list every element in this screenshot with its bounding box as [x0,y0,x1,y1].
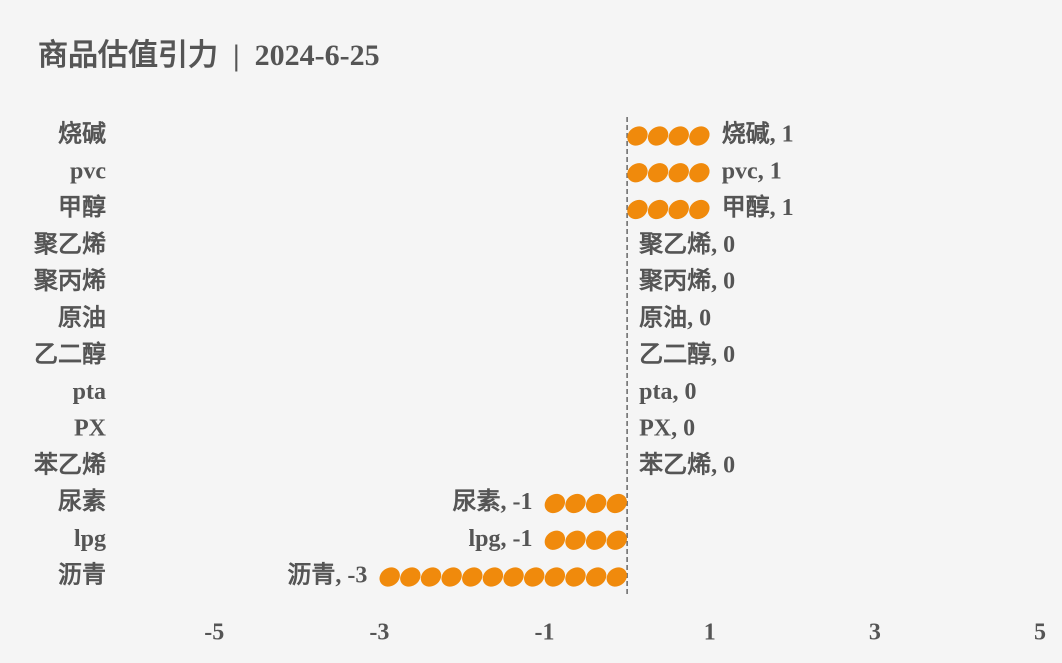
y-tick-label: 乙二醇 [34,340,106,368]
bar-symbol [420,567,442,587]
bar-symbol [689,126,710,146]
bar-symbol [524,567,545,587]
bar-symbol [544,567,566,587]
bar-symbols [544,530,627,550]
x-tick-label: -5 [204,620,224,646]
value-label: pvc, 1 [722,158,782,184]
x-tick-label: -3 [369,620,389,646]
bar-symbol [647,199,669,220]
bar-symbols [379,567,627,587]
value-label: 聚丙烯, 0 [638,267,735,295]
y-tick-label: 苯乙烯 [33,450,106,478]
bar-symbol [565,530,586,550]
value-label: 尿素, -1 [453,488,533,515]
bar-symbol [606,530,627,550]
y-tick-label: lpg [74,526,106,552]
y-tick-label: pta [73,379,106,405]
value-label: 乙二醇, 0 [639,340,735,368]
bar-symbol [462,567,483,587]
bar-symbol [689,199,710,220]
y-tick-label: 聚丙烯 [33,267,106,295]
bar-symbol [441,567,462,587]
bar-symbol [565,493,586,514]
y-tick-label: 原油 [58,304,106,331]
value-label: lpg, -1 [469,526,533,552]
value-label: 沥青, -3 [287,562,367,589]
value-label: 烧碱, 1 [722,121,794,148]
bar [627,126,710,146]
bar-symbol [647,163,669,183]
bar-symbol [627,199,648,220]
bar-symbol [585,530,607,550]
bar [544,530,627,550]
bar-symbols [627,126,710,146]
bar-symbol [627,126,648,146]
x-tick-label: -1 [535,620,555,646]
value-label: PX, 0 [639,416,695,442]
bar-symbol [606,567,627,587]
chart-title: 商品估值引力 | 2024-6-25 [38,39,380,72]
bar-symbol [627,163,648,183]
y-tick-label: 尿素 [58,488,106,515]
bar-symbol [585,493,607,514]
value-label: 甲醇, 1 [722,193,794,221]
bar-symbol [668,126,689,146]
x-tick-label: 3 [869,620,881,646]
y-tick-label: pvc [70,158,106,184]
bar-symbol [689,163,710,183]
bar [379,567,627,587]
bar-symbol [400,567,421,587]
value-label: pta, 0 [639,379,696,405]
y-tick-label: PX [74,416,107,442]
bar-symbol [482,567,504,587]
bar-symbol [668,163,689,183]
bar-symbol [585,567,607,587]
bar-symbols [627,163,710,183]
y-tick-label: 聚乙烯 [33,230,106,258]
bar-symbol [544,493,566,514]
bar-symbol [544,530,566,550]
value-label: 聚乙烯, 0 [638,230,735,258]
value-label: 原油, 0 [639,304,711,331]
bar [544,493,627,514]
bar-symbol [647,126,669,146]
y-tick-label: 甲醇 [58,193,106,221]
bar [627,163,710,183]
bar [627,199,710,220]
y-tick-label: 烧碱 [58,121,106,148]
bar-symbol [503,567,524,587]
x-tick-label: 1 [704,620,716,646]
bar-symbols [627,199,710,220]
value-label: 苯乙烯, 0 [638,450,735,478]
x-tick-label: 5 [1034,620,1046,646]
bar-symbol [606,493,627,514]
bar-symbol [565,567,586,587]
bar-symbol [668,199,689,220]
y-tick-label: 沥青 [58,562,106,589]
bar-symbol [379,567,400,587]
bar-symbols [544,493,627,514]
